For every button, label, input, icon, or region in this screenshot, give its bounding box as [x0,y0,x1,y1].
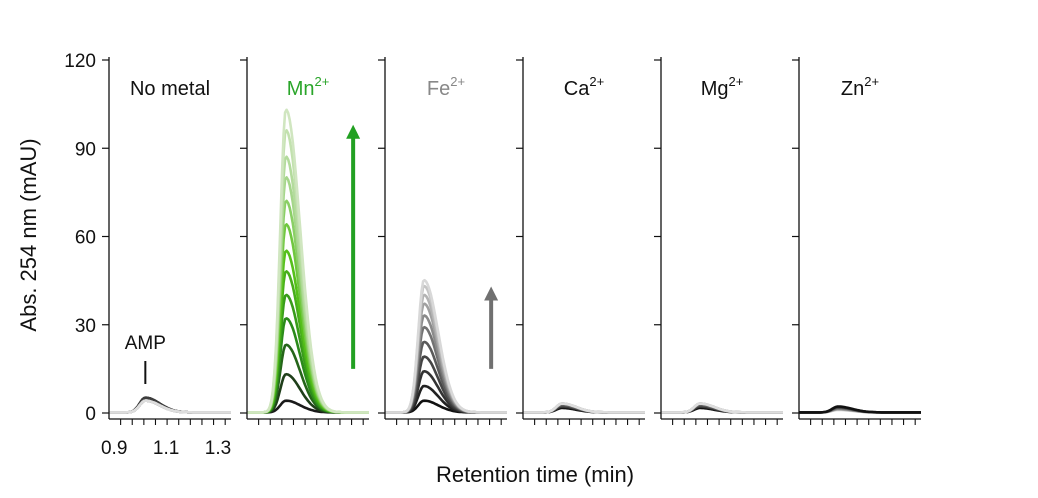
panel-title-text: Mn [287,78,315,100]
y-tick-label: 30 [75,316,96,337]
y-tick-label: 90 [75,139,96,160]
trace-line [523,402,645,414]
x-axis-label: Retention time (min) [436,462,634,487]
trace-line [247,108,369,414]
panel-title-superscript: 2+ [589,74,604,89]
panel-title: Mn2+ [287,74,330,100]
panel-title-text: Mg [701,78,729,100]
trend-arrow-head [484,286,499,301]
trace-line [385,399,507,414]
panel-title: Fe2+ [427,74,465,100]
trace-line [799,405,921,414]
panel-title: Zn2+ [841,74,879,100]
panel-title-text: Zn [841,78,864,100]
trace-line [385,278,507,414]
amp-annotation: AMP [125,333,166,354]
panel-title: No metal [130,78,210,100]
x-tick-label: 1.1 [153,438,179,459]
x-tick-label: 0.9 [101,438,127,459]
y-axis-label: Abs. 254 nm (mAU) [16,138,41,331]
trace-line [109,399,231,414]
y-tick-label: 0 [85,404,96,425]
panel-title-superscript: 2+ [864,74,879,89]
trace-line [661,402,783,414]
panel-title-superscript: 2+ [450,74,465,89]
trend-arrow-head [346,124,361,139]
panel-title-text: Fe [427,78,450,100]
y-tick-label: 60 [75,228,96,249]
x-tick-label: 1.3 [205,438,231,459]
panel-title-superscript: 2+ [314,74,329,89]
y-tick-label: 120 [64,51,96,72]
panel-title-text: No metal [130,78,210,100]
panel-title-text: Ca [564,78,590,100]
panel-title-superscript: 2+ [728,74,743,89]
panel-title: Mg2+ [701,74,744,100]
panel-title: Ca2+ [564,74,604,100]
